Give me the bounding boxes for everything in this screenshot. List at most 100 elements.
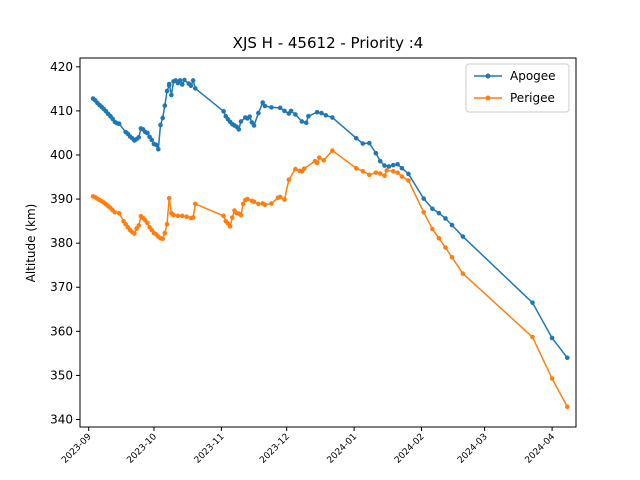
data-point-apogee bbox=[260, 100, 266, 105]
data-point-apogee bbox=[373, 150, 379, 156]
data-point-apogee bbox=[460, 234, 466, 239]
data-point-perigee bbox=[436, 236, 442, 241]
data-point-apogee bbox=[160, 115, 165, 121]
data-point-apogee bbox=[382, 163, 387, 168]
data-point-perigee bbox=[136, 223, 142, 228]
data-point-perigee bbox=[321, 157, 326, 163]
axes-frame bbox=[79, 57, 577, 428]
data-point-apogee bbox=[530, 300, 535, 305]
data-point-perigee bbox=[395, 170, 400, 175]
data-point-apogee bbox=[156, 146, 161, 152]
data-point-apogee bbox=[166, 81, 172, 87]
data-point-apogee bbox=[303, 120, 309, 126]
data-point-perigee bbox=[164, 221, 170, 227]
data-point-perigee bbox=[549, 376, 555, 381]
data-point-apogee bbox=[314, 109, 320, 115]
y-tick-label: 360 bbox=[50, 324, 73, 338]
legend: Apogee Perigee bbox=[465, 63, 570, 113]
legend-apogee-marker bbox=[485, 73, 491, 79]
data-point-perigee bbox=[565, 404, 570, 410]
data-point-perigee bbox=[179, 213, 185, 219]
data-point-perigee bbox=[166, 195, 172, 201]
data-point-apogee bbox=[149, 137, 155, 143]
legend-perigee-marker bbox=[485, 95, 491, 101]
data-point-perigee bbox=[314, 160, 320, 166]
data-point-perigee bbox=[175, 213, 181, 219]
data-point-perigee bbox=[367, 172, 372, 178]
data-point-apogee bbox=[136, 135, 142, 140]
data-point-apogee bbox=[221, 109, 226, 114]
data-point-apogee bbox=[288, 108, 294, 114]
data-point-apogee bbox=[188, 83, 194, 89]
y-tick-label: 350 bbox=[50, 368, 73, 382]
data-point-perigee bbox=[193, 201, 198, 207]
data-point-perigee bbox=[360, 169, 366, 174]
data-point-perigee bbox=[282, 197, 287, 202]
data-point-perigee bbox=[530, 334, 535, 340]
data-point-apogee bbox=[319, 110, 324, 116]
data-point-perigee bbox=[229, 215, 235, 220]
data-point-perigee bbox=[382, 173, 387, 179]
data-point-perigee bbox=[145, 220, 150, 226]
data-point-apogee bbox=[247, 114, 252, 119]
y-tick-label: 390 bbox=[50, 192, 73, 206]
data-point-apogee bbox=[443, 216, 448, 221]
data-point-apogee bbox=[282, 108, 287, 114]
data-point-perigee bbox=[449, 254, 455, 260]
chart-title: XJS H - 45612 - Priority :4 bbox=[233, 34, 424, 52]
data-point-apogee bbox=[190, 78, 196, 83]
data-point-perigee bbox=[262, 202, 268, 208]
data-point-apogee bbox=[145, 130, 150, 136]
data-point-perigee bbox=[399, 174, 405, 179]
data-point-apogee bbox=[238, 119, 244, 124]
data-point-perigee bbox=[256, 201, 261, 207]
data-point-perigee bbox=[330, 148, 335, 153]
data-point-apogee bbox=[360, 141, 366, 146]
data-point-apogee bbox=[449, 222, 455, 228]
data-point-apogee bbox=[293, 112, 298, 117]
data-point-perigee bbox=[377, 171, 383, 176]
y-tick-label: 420 bbox=[50, 60, 73, 74]
data-point-apogee bbox=[421, 196, 427, 201]
data-point-apogee bbox=[162, 103, 168, 108]
data-point-apogee bbox=[430, 206, 435, 212]
data-point-apogee bbox=[367, 140, 372, 146]
data-point-perigee bbox=[184, 214, 189, 220]
data-point-apogee bbox=[179, 82, 185, 87]
data-point-apogee bbox=[153, 142, 159, 148]
data-point-perigee bbox=[227, 224, 233, 229]
data-point-apogee bbox=[182, 77, 187, 83]
data-point-perigee bbox=[132, 231, 137, 236]
data-point-perigee bbox=[301, 166, 307, 171]
data-point-apogee bbox=[306, 113, 311, 119]
data-point-apogee bbox=[116, 121, 122, 126]
data-point-apogee bbox=[386, 164, 392, 169]
data-point-apogee bbox=[158, 122, 163, 128]
data-point-perigee bbox=[162, 230, 168, 236]
data-point-apogee bbox=[399, 165, 405, 171]
data-point-perigee bbox=[190, 215, 196, 220]
data-point-apogee bbox=[406, 171, 411, 177]
data-point-apogee bbox=[377, 158, 383, 164]
data-point-perigee bbox=[245, 196, 250, 202]
data-point-perigee bbox=[390, 169, 396, 174]
data-point-apogee bbox=[323, 113, 329, 118]
data-point-perigee bbox=[277, 194, 283, 200]
data-point-perigee bbox=[238, 212, 244, 218]
data-point-apogee bbox=[236, 127, 242, 132]
data-point-perigee bbox=[160, 236, 165, 242]
data-point-perigee bbox=[443, 245, 448, 250]
data-point-apogee bbox=[395, 161, 400, 167]
data-point-apogee bbox=[390, 162, 396, 168]
data-point-perigee bbox=[112, 210, 118, 215]
data-point-apogee bbox=[164, 88, 170, 94]
data-point-perigee bbox=[384, 168, 390, 173]
data-point-perigee bbox=[421, 210, 427, 215]
data-point-perigee bbox=[221, 213, 226, 219]
data-point-perigee bbox=[269, 201, 274, 206]
data-point-apogee bbox=[565, 355, 570, 361]
data-point-apogee bbox=[169, 92, 174, 98]
data-point-apogee bbox=[436, 210, 442, 216]
y-axis-label: Altitude (km) bbox=[24, 204, 38, 283]
